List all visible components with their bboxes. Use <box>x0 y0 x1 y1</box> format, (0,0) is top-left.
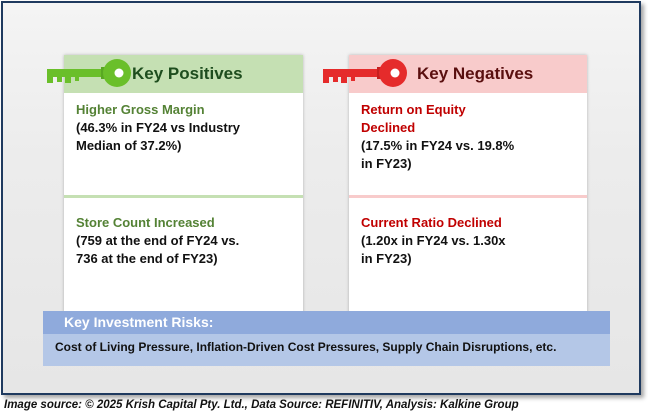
positive-item-detail: (46.3% in FY24 vs Industry <box>76 120 241 135</box>
positive-item-detail: (759 at the end of FY24 vs. <box>76 233 240 248</box>
negative-item-detail: in FY23) <box>361 156 412 171</box>
negative-item-detail: (17.5% in FY24 vs. 19.8% <box>361 138 515 153</box>
negative-item-detail: (1.20x in FY24 vs. 1.30x <box>361 233 506 248</box>
positive-item-detail: Median of 37.2%) <box>76 138 182 153</box>
positive-item-detail: 736 at the end of FY23) <box>76 251 218 266</box>
positive-item-store-count: Store Count Increased (759 at the end of… <box>76 214 295 268</box>
negative-item-title: Current Ratio Declined <box>361 215 502 230</box>
key-icon <box>47 59 131 87</box>
key-icon <box>323 59 407 87</box>
positives-divider <box>64 195 303 198</box>
negative-item-current-ratio: Current Ratio Declined (1.20x in FY24 vs… <box>361 214 579 268</box>
image-source-caption: Image source: © 2025 Krish Capital Pty. … <box>4 399 519 411</box>
key-positives-card: Key Positives Higher Gross Margin (46.3%… <box>64 55 303 313</box>
negatives-divider <box>349 195 587 198</box>
positive-item-gross-margin: Higher Gross Margin (46.3% in FY24 vs In… <box>76 101 295 155</box>
key-investment-risks-text: Cost of Living Pressure, Inflation-Drive… <box>43 334 610 366</box>
negative-item-roe: Return on Equity Declined (17.5% in FY24… <box>361 101 579 173</box>
key-negatives-card: Key Negatives Return on Equity Declined … <box>349 55 587 313</box>
positive-item-title: Higher Gross Margin <box>76 102 205 117</box>
positive-item-title: Store Count Increased <box>76 215 215 230</box>
negative-item-detail: in FY23) <box>361 251 412 266</box>
negative-item-title: Return on Equity <box>361 102 466 117</box>
key-investment-risks-heading: Key Investment Risks: <box>43 311 610 334</box>
infographic-frame: Key Positives Higher Gross Margin (46.3%… <box>1 1 641 395</box>
negative-item-title: Declined <box>361 120 416 135</box>
